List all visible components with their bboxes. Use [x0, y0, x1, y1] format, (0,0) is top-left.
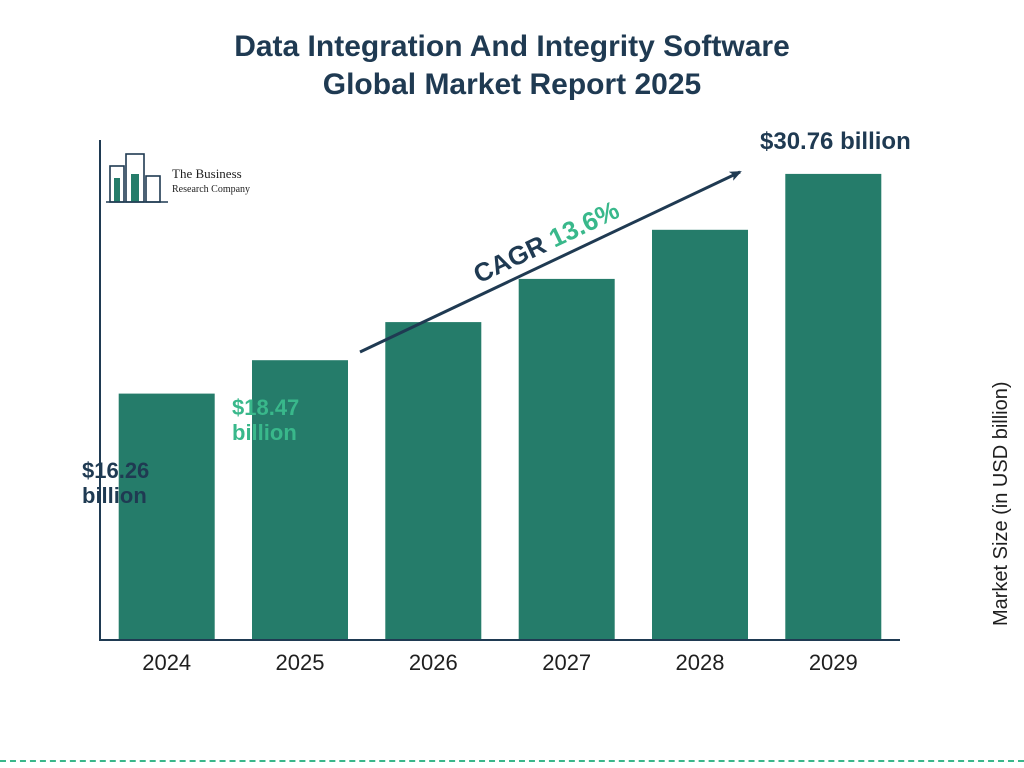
bar-2024 — [119, 394, 215, 640]
bar-chart: 2024 2025 2026 2027 2028 2029 CAGR 13.6% — [70, 140, 930, 700]
cagr-text: CAGR 13.6% — [469, 195, 624, 290]
value-label-2: $30.76 billion — [760, 128, 911, 156]
bar-2027 — [519, 279, 615, 640]
x-label-2024: 2024 — [142, 650, 191, 675]
value-label-1: $18.47billion — [232, 395, 299, 446]
bar-2026 — [385, 322, 481, 640]
bar-2029 — [785, 174, 881, 640]
x-label-2026: 2026 — [409, 650, 458, 675]
axis-lines — [100, 140, 900, 640]
x-label-2027: 2027 — [542, 650, 591, 675]
y-axis-label: Market Size (in USD billion) — [991, 382, 1014, 627]
bar-2028 — [652, 230, 748, 640]
x-label-2028: 2028 — [676, 650, 725, 675]
title-line1: Data Integration And Integrity Software — [234, 30, 790, 63]
x-label-2025: 2025 — [276, 650, 325, 675]
x-label-2029: 2029 — [809, 650, 858, 675]
chart-title: Data Integration And Integrity Software … — [0, 0, 1024, 103]
value-label-0: $16.26billion — [82, 458, 149, 509]
x-axis-labels: 2024 2025 2026 2027 2028 2029 — [142, 650, 858, 675]
bottom-divider — [0, 760, 1024, 762]
title-line2: Global Market Report 2025 — [323, 68, 701, 101]
